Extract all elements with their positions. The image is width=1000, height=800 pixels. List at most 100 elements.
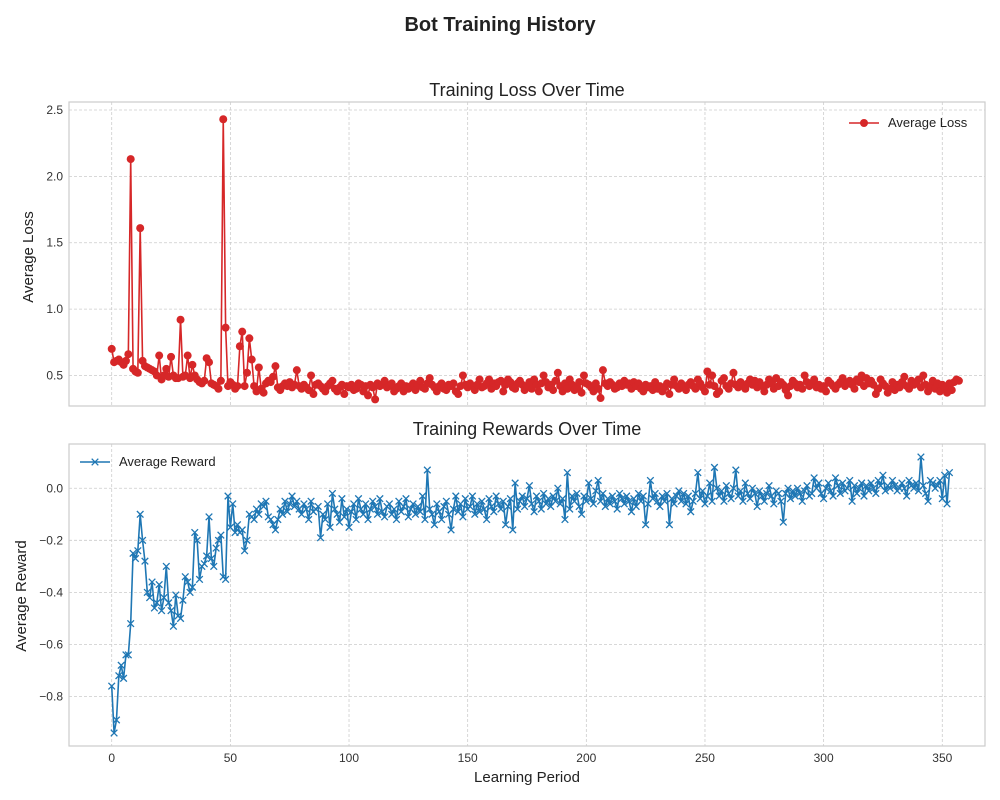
reward-data-point [641, 520, 650, 529]
reward-data-point [843, 484, 852, 493]
reward-data-point [872, 489, 880, 498]
reward-data-point [549, 492, 557, 500]
reward-chart-title: Training Rewards Over Time [413, 419, 641, 439]
reward-data-point [857, 479, 866, 487]
reward-data-point [115, 671, 123, 680]
reward-data-point [209, 562, 218, 571]
reward-data-point [195, 575, 204, 584]
reward-x-axis-label: Learning Period [474, 769, 580, 786]
loss-data-point [214, 384, 223, 393]
reward-data-point [473, 500, 481, 508]
reward-data-point [414, 502, 422, 511]
loss-data-point [800, 371, 809, 380]
reward-data-point [314, 502, 322, 511]
figure-title: Bot Training History [404, 14, 596, 36]
loss-data-point [340, 390, 349, 399]
loss-data-point [598, 366, 607, 375]
loss-y-tick-label: 1.5 [46, 236, 63, 250]
reward-data-point [667, 494, 676, 503]
loss-data-point [133, 368, 142, 377]
reward-data-point [442, 497, 451, 506]
loss-data-point [107, 344, 116, 353]
reward-data-point [606, 500, 614, 508]
reward-data-point [551, 497, 560, 506]
loss-data-point [254, 363, 263, 372]
reward-data-point [485, 494, 493, 503]
reward-data-point [240, 546, 249, 555]
loss-data-point [760, 387, 769, 396]
reward-data-point [304, 515, 313, 524]
reward-data-point [722, 481, 731, 490]
reward-data-point [765, 481, 773, 490]
reward-data-point [316, 533, 325, 542]
reward-data-point [342, 505, 351, 513]
reward-data-point [459, 513, 467, 521]
reward-data-point [649, 494, 657, 503]
reward-data-point [307, 497, 315, 506]
reward-data-point [333, 510, 341, 519]
loss-data-point [233, 382, 242, 391]
reward-data-point [492, 492, 500, 500]
reward-y-tick-label: −0.8 [39, 690, 63, 704]
loss-data-point [121, 356, 130, 365]
reward-data-point [850, 481, 859, 490]
reward-data-point [323, 500, 332, 508]
reward-data-point [281, 497, 289, 506]
reward-data-point [428, 510, 436, 519]
reward-data-point [608, 492, 617, 500]
reward-data-point [819, 494, 828, 503]
reward-data-point [694, 468, 702, 477]
reward-data-point [601, 502, 610, 511]
reward-data-point [141, 557, 149, 565]
reward-data-point [487, 502, 496, 511]
reward-data-point [364, 515, 372, 524]
reward-data-point [107, 682, 116, 690]
reward-data-point [917, 453, 925, 461]
reward-data-point [770, 500, 778, 508]
reward-data-point [172, 591, 180, 599]
reward-data-point [440, 502, 448, 511]
reward-data-point [665, 520, 674, 529]
loss-data-point [271, 362, 280, 371]
reward-data-point [126, 619, 135, 628]
reward-data-point [167, 606, 175, 615]
loss-data-point [380, 376, 389, 385]
loss-data-point [328, 376, 337, 385]
loss-data-point [691, 384, 700, 393]
reward-data-point [162, 562, 171, 571]
reward-data-point [584, 479, 593, 487]
reward-data-point [200, 559, 209, 568]
reward-data-point [682, 500, 690, 508]
reward-data-point [430, 520, 439, 529]
reward-data-point [736, 487, 745, 495]
loss-data-point [235, 342, 244, 351]
reward-data-point [554, 484, 562, 493]
reward-data-point [535, 497, 543, 506]
reward-x-tick-label: 0 [108, 751, 115, 765]
reward-data-point [373, 510, 382, 519]
loss-legend: Average Loss [849, 115, 968, 130]
reward-data-point [513, 505, 522, 513]
reward-data-point [340, 513, 349, 521]
reward-data-point [729, 484, 738, 493]
reward-data-point [675, 487, 683, 495]
loss-data-point [475, 375, 484, 384]
reward-data-point [582, 497, 591, 506]
reward-data-point [831, 474, 840, 482]
reward-data-point [611, 497, 619, 506]
loss-data-point [155, 351, 164, 360]
reward-data-point [119, 674, 128, 683]
reward-data-point [143, 588, 152, 597]
reward-data-point [577, 510, 586, 519]
reward-data-point [943, 500, 951, 508]
reward-data-point [497, 505, 505, 513]
loss-data-point [549, 386, 558, 395]
reward-x-tick-label: 300 [814, 751, 834, 765]
reward-data-point [774, 489, 783, 498]
reward-data-point [753, 502, 761, 511]
reward-data-point [739, 497, 747, 506]
reward-data-point [509, 526, 517, 534]
reward-data-point [929, 479, 937, 487]
